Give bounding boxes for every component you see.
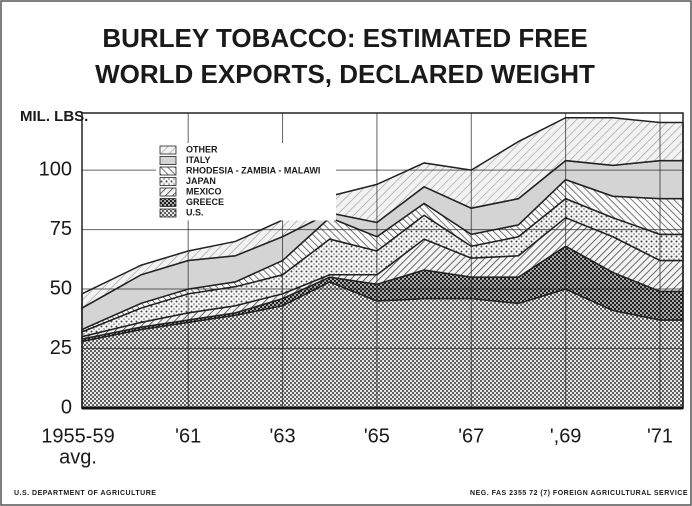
legend-swatch (159, 156, 177, 165)
legend-label: RHODESIA - ZAMBIA - MALAWI (186, 165, 320, 175)
chart-title: BURLEY TOBACCO: ESTIMATED FREE (102, 23, 587, 53)
legend-swatch (159, 208, 177, 218)
chart-title: WORLD EXPORTS, DECLARED WEIGHT (95, 59, 595, 89)
y-tick-label: 0 (61, 396, 72, 418)
legend-swatch (159, 166, 177, 176)
legend-label: ITALY (186, 155, 211, 165)
legend-label: GREECE (186, 197, 224, 207)
legend-label: MEXICO (186, 186, 222, 196)
x-tick-label: '65 (364, 425, 390, 447)
legend-label: JAPAN (186, 176, 216, 186)
legend-label: U.S. (186, 207, 204, 217)
legend-swatch (159, 198, 177, 207)
y-tick-label: 25 (50, 337, 72, 359)
legend-swatch (159, 145, 177, 155)
x-tick-label: ',69 (550, 425, 582, 447)
x-tick-note: avg. (59, 446, 97, 468)
x-tick-label: '61 (175, 425, 201, 447)
x-tick-label: '63 (270, 425, 296, 447)
y-tick-label: 75 (50, 218, 72, 240)
y-tick-label: 50 (50, 277, 72, 299)
footer: NEG. FAS 2355 72 (7) FOREIGN AGRICULTURA… (470, 490, 688, 497)
x-tick-label: 1955-59 (41, 425, 114, 447)
legend-label: OTHER (186, 144, 218, 154)
x-tick-label: '67 (458, 425, 484, 447)
legend-swatch (159, 187, 177, 197)
x-tick-label: '71 (647, 425, 673, 447)
legend (156, 143, 336, 221)
footer: U.S. DEPARTMENT OF AGRICULTURE (14, 490, 156, 497)
legend-swatch (159, 177, 177, 186)
y-tick-label: 100 (39, 158, 72, 180)
y-axis-label: MIL. LBS. (20, 108, 88, 125)
